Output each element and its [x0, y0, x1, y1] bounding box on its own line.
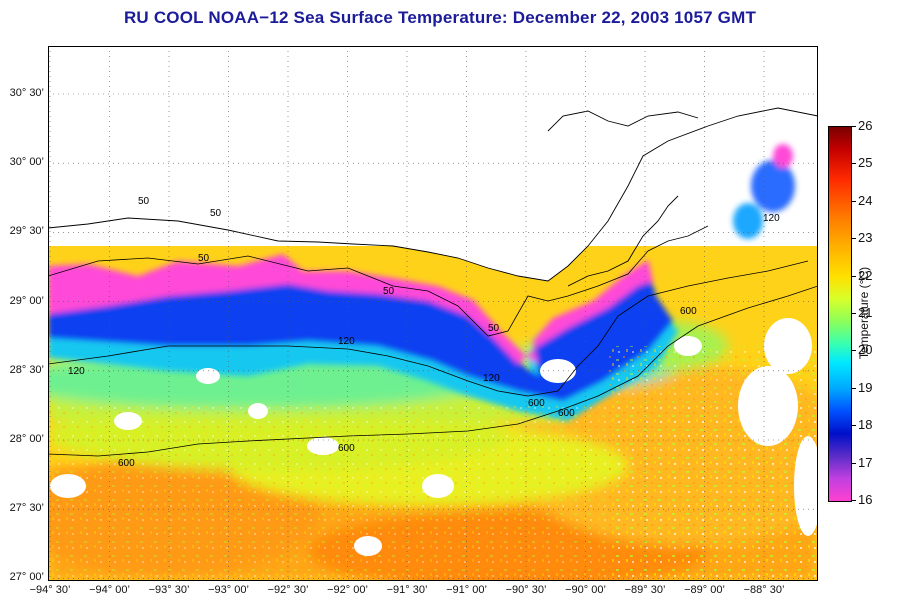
lon-tick-label: −91° 00’ — [446, 584, 487, 596]
isobath-label-50-e: 50 — [488, 323, 500, 334]
lon-tick-label: −90° 00’ — [565, 584, 606, 596]
colorbar-tick — [852, 200, 856, 202]
colorbar-tick — [852, 163, 856, 165]
lat-tick-label: 27° 00’ — [9, 571, 44, 584]
colorbar-tick — [852, 387, 856, 389]
isobath-label-120-d: 120 — [763, 213, 780, 224]
isobath-labels: 50 50 50 50 50 120 120 120 120 600 600 6… — [68, 196, 780, 469]
isobath-50 — [48, 225, 709, 337]
graticule — [48, 46, 818, 581]
land-mask — [48, 46, 818, 281]
lat-tick-label: 30° 00’ — [9, 156, 44, 169]
colorbar-tick — [852, 275, 856, 277]
lat-tick-label: 30° 30’ — [9, 87, 44, 99]
isobath-label-600-e: 600 — [680, 306, 697, 317]
lat-tick-label: 27° 30’ — [9, 502, 44, 515]
map-title: RU COOL NOAA−12 Sea Surface Temperature:… — [123, 8, 757, 27]
isobath-label-50-d: 50 — [383, 286, 395, 297]
lon-tick-label: −92° 00’ — [327, 584, 368, 596]
isobath-label-50-c: 50 — [198, 253, 210, 264]
colorbar-tick-label: 24 — [858, 192, 873, 208]
colorbar-tick-label: 20 — [858, 342, 873, 358]
lon-tick-label: −89° 30’ — [624, 584, 666, 596]
colorbar-tick — [852, 313, 856, 314]
lon-tick-label: −93° 00’ — [208, 584, 249, 596]
lon-tick-label: −94° 30’ — [29, 584, 71, 596]
colorbar-tick — [852, 500, 856, 501]
colorbar-tick-label: 16 — [858, 492, 873, 507]
isobath-120 — [48, 260, 809, 397]
colorbar-tick-label: 25 — [858, 155, 873, 171]
colorbar-tick-label: 18 — [858, 417, 873, 433]
isobath-label-600-a: 600 — [118, 458, 135, 469]
sst-map-canvas: 50 50 50 50 50 120 120 120 120 600 600 6… — [48, 46, 818, 581]
sst-field — [48, 144, 818, 581]
colorbar-gradient — [828, 126, 852, 502]
lat-tick-label: 29° 00’ — [9, 294, 44, 307]
isobath-label-600-d: 600 — [558, 408, 575, 419]
colorbar-tick — [852, 238, 856, 240]
sst-map[interactable]: 50 50 50 50 50 120 120 120 120 600 600 6… — [48, 46, 818, 581]
lat-tick-label: 28° 00’ — [9, 433, 44, 445]
coastline — [48, 107, 818, 287]
lon-tick-label: −90° 30’ — [505, 584, 547, 596]
colorbar-tick-label: 17 — [858, 454, 873, 470]
colorbar-tick-label: 19 — [858, 379, 873, 395]
lon-tick-label: −94° 00’ — [89, 584, 130, 596]
lon-tick-label: −89° 00’ — [684, 584, 725, 596]
isobath-label-50-b: 50 — [210, 208, 222, 219]
colorbar-tick-label: 22 — [858, 267, 873, 283]
colorbar-tick — [852, 126, 856, 127]
colorbar-title: Temperature (°C) — [857, 266, 871, 360]
isobath-label-120-c: 120 — [483, 373, 500, 384]
map-border — [48, 46, 818, 581]
lon-tick-label: −91° 30’ — [386, 584, 428, 596]
lat-tick-label: 29° 30’ — [9, 225, 44, 238]
colorbar-tick-label: 23 — [858, 230, 873, 246]
isobath-label-50-a: 50 — [138, 196, 150, 207]
isobath-label-120-a: 120 — [68, 366, 85, 377]
colorbar-tick — [852, 462, 856, 464]
lon-tick-label: −92° 30’ — [267, 584, 309, 596]
lon-tick-label: −93° 30’ — [148, 584, 190, 596]
isobath-label-600-b: 600 — [338, 443, 355, 454]
isobath-label-120-b: 120 — [338, 336, 355, 347]
colorbar-tick — [852, 350, 856, 352]
colorbar-tick-label: 26 — [858, 118, 873, 133]
lat-tick-label: 28° 30’ — [9, 363, 44, 376]
isobath-600 — [48, 285, 818, 457]
isobath-label-600-c: 600 — [528, 398, 545, 409]
temperature-colorbar: 26 25 24 23 22 21 20 19 18 17 16 — [828, 118, 878, 507]
colorbar-tick — [852, 425, 856, 427]
colorbar-tick-label: 21 — [858, 305, 873, 320]
lon-tick-label: −88° 30’ — [743, 584, 785, 596]
